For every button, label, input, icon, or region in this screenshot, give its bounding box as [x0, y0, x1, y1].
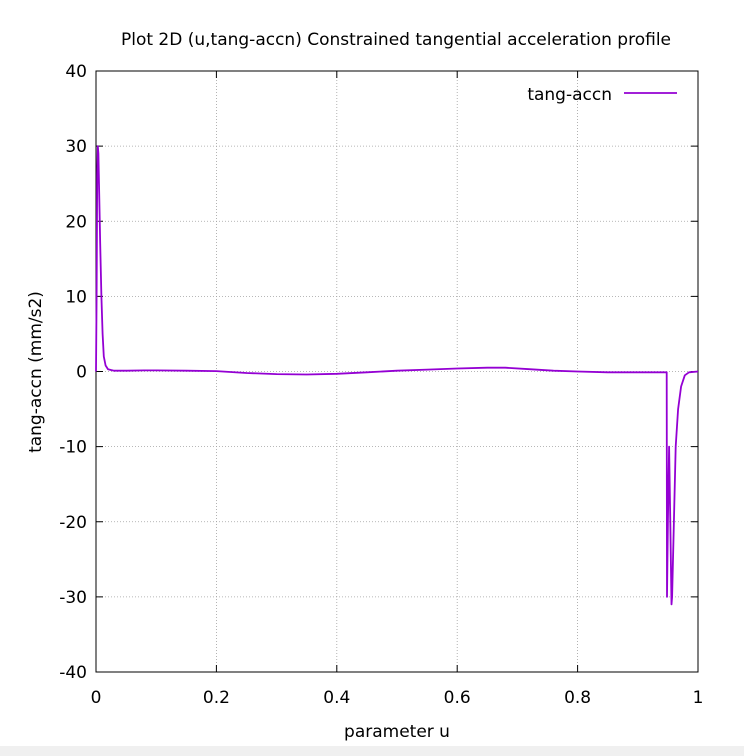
y-tick-labels: -40 -30 -20 -10 0 10 20 30 40 [59, 62, 87, 683]
y-axis-label: tang-accn (mm/s2) [26, 291, 46, 453]
x-tick-label: 0.8 [564, 688, 591, 708]
x-tick-label: 1 [693, 688, 704, 708]
y-tick-label: -40 [59, 663, 87, 683]
x-tick-label: 0.2 [203, 688, 230, 708]
y-tick-label: -20 [59, 513, 87, 533]
y-tick-label: 30 [65, 137, 87, 157]
legend-label-tang-accn: tang-accn [527, 85, 612, 105]
legend: tang-accn [527, 85, 677, 105]
y-tick-label: -10 [59, 438, 87, 458]
x-tick-label: 0.4 [323, 688, 350, 708]
x-tick-labels: 0 0.2 0.4 0.6 0.8 1 [91, 688, 704, 708]
y-tick-label: 10 [65, 287, 87, 307]
x-tick-label: 0 [91, 688, 102, 708]
x-axis-label: parameter u [344, 722, 450, 742]
x-tick-label: 0.6 [444, 688, 471, 708]
y-tick-label: 40 [65, 62, 87, 82]
series-line-tang-accn [95, 145, 699, 606]
y-tick-label: 0 [76, 363, 87, 383]
chart-title: Plot 2D (u,tang-accn) Constrained tangen… [121, 30, 671, 50]
bottom-strip [0, 746, 744, 756]
y-tick-label: -30 [59, 588, 87, 608]
y-tick-label: 20 [65, 212, 87, 232]
